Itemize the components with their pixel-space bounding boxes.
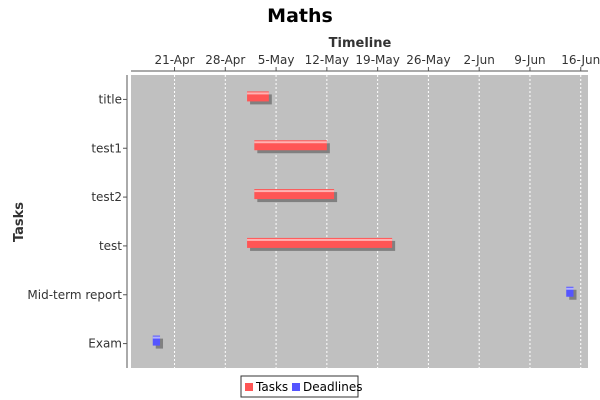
task-bar	[254, 140, 327, 151]
legend: Tasks Deadlines	[240, 375, 363, 398]
bar-highlight	[247, 92, 269, 95]
x-tick-label: 16-Jun	[561, 53, 600, 67]
y-tick-label: test	[99, 239, 122, 253]
legend-swatch-tasks	[245, 383, 253, 391]
bar-highlight	[152, 336, 161, 339]
x-tick-label: 19-May	[355, 53, 399, 67]
grid-layer	[174, 75, 582, 368]
task-bar	[247, 91, 269, 102]
deadline-bar	[566, 286, 574, 297]
deadline-bar	[152, 335, 161, 346]
bar-highlight	[247, 238, 393, 241]
bars-layer	[152, 91, 577, 349]
y-tick-label: test2	[91, 190, 122, 204]
x-tick-label: 12-May	[305, 53, 349, 67]
y-axis-label: Tasks	[12, 202, 27, 242]
legend-swatch-deadlines	[292, 383, 300, 391]
x-tick-label: 9-Jun	[514, 53, 545, 67]
plot-area	[131, 75, 588, 368]
y-tick-label: test1	[91, 141, 122, 155]
x-tick-label: 5-May	[258, 53, 295, 67]
x-tick-label: 2-Jun	[463, 53, 494, 67]
x-tick-label: 28-Apr	[205, 53, 245, 67]
x-tick-label: 26-May	[406, 53, 450, 67]
chart-title: Maths	[267, 5, 333, 27]
x-axis-label: Timeline	[329, 36, 392, 51]
legend-label-tasks: Tasks	[255, 380, 288, 394]
x-tick-label: 21-Apr	[154, 53, 194, 67]
bar-highlight	[254, 190, 335, 193]
y-tick-label: Mid-term report	[27, 288, 122, 302]
task-bar	[247, 237, 393, 248]
bar-highlight	[254, 141, 327, 144]
y-tick-label: title	[99, 92, 122, 106]
axis-layer: 21-Apr 28-Apr 5-May 12-May 19-May 26-May 2-Jun…	[27, 53, 600, 368]
y-tick-label: Exam	[88, 337, 122, 351]
task-bar	[254, 189, 335, 200]
legend-label-deadlines: Deadlines	[303, 380, 363, 394]
bar-highlight	[566, 287, 574, 290]
